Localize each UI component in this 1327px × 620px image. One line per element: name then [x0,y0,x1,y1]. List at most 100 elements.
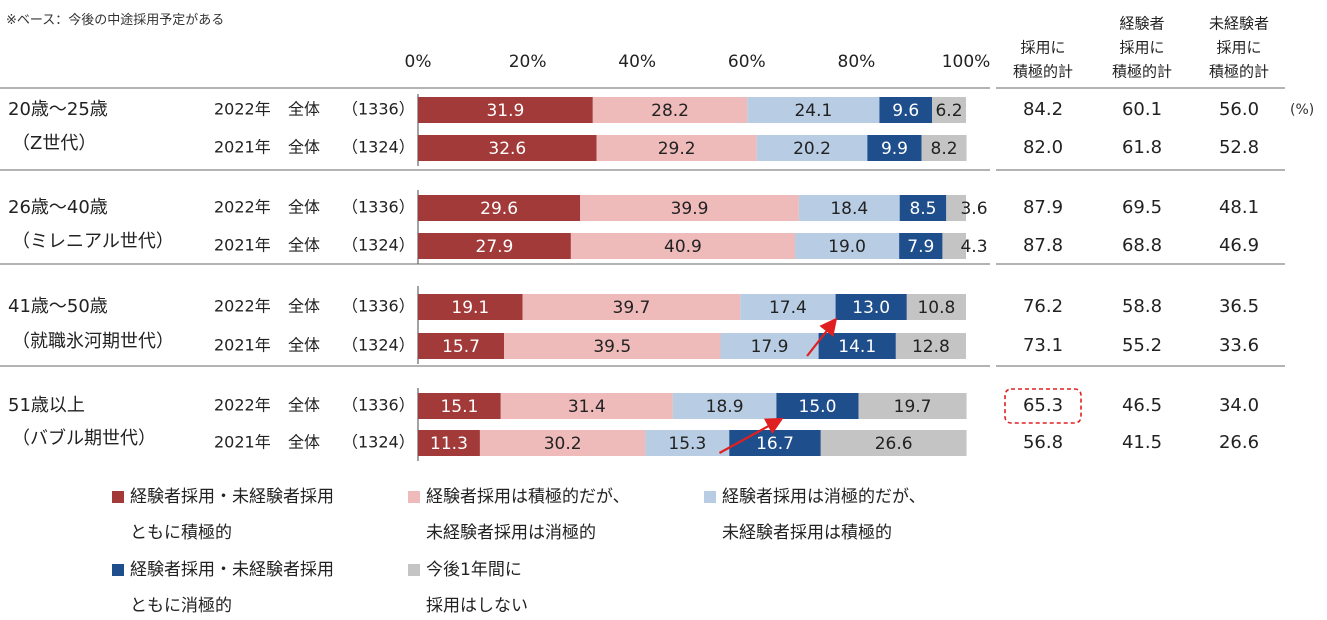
bar-value-label: 9.6 [892,101,919,121]
row-sample-size: （1324） [342,138,415,157]
summary-header-label: 積極的計 [1112,63,1172,81]
bar-segment [932,97,966,123]
bar-segment [942,233,966,259]
axis-tick-label: 60% [728,52,766,72]
bar-value-label: 30.2 [544,434,582,454]
summary-value: 26.6 [1219,432,1259,453]
summary-header-label: 採用に [1216,39,1261,57]
bar-segment [740,294,836,320]
row-scope-label: 全体 [288,138,320,157]
bar-segment [899,195,947,221]
bar-segment [858,393,967,419]
row-scope-label: 全体 [288,297,320,316]
axis-tick-label: 100% [942,52,991,72]
legend-swatch [112,564,124,576]
group-sublabel: （Z世代） [12,133,96,154]
bar-value-label: 19.1 [451,298,489,318]
bar-segment [580,195,799,221]
bar-segment [672,393,777,419]
bar-segment [570,233,796,259]
bar-value-label: 32.6 [488,139,526,159]
bar-value-label: 18.9 [706,397,744,417]
summary-value: 73.1 [1023,335,1063,356]
row-year-label: 2021年 [214,236,271,255]
bar-value-label: 6.2 [935,101,962,121]
row-year-label: 2022年 [214,396,271,415]
row-scope-label: 全体 [288,236,320,255]
summary-value: 82.0 [1023,137,1063,158]
row-scope-label: 全体 [288,396,320,415]
bar-value-label: 4.3 [960,237,987,257]
bar-value-label: 10.8 [917,298,955,318]
summary-value: 69.5 [1122,197,1162,218]
bar-value-label: 15.7 [442,337,480,357]
axis-tick-label: 20% [509,52,547,72]
summary-value: 76.2 [1023,296,1063,317]
bar-segment [500,393,673,419]
legend-label: 経験者採用は積極的だが、 [426,487,630,507]
summary-value: 46.9 [1219,235,1259,256]
bar-segment [756,135,868,161]
bar-segment [479,430,646,456]
summary-value: 36.5 [1219,296,1259,317]
bar-value-label: 19.0 [828,237,866,257]
summary-value: 68.8 [1122,235,1162,256]
axis-tick-label: 40% [618,52,656,72]
bar-value-label: 19.7 [894,397,932,417]
summary-value: 46.5 [1122,395,1162,416]
legend-label: 経験者採用・未経験者採用 [130,560,334,580]
bar-value-label: 40.9 [664,237,702,257]
row-scope-label: 全体 [288,336,320,355]
summary-value: 60.1 [1122,99,1162,120]
group-label: 41歳～50歳 [8,296,108,317]
bar-segment [921,135,967,161]
bar-value-label: 17.9 [751,337,789,357]
highlight-box [1004,388,1082,424]
bar-value-label: 26.6 [875,434,913,454]
legend-label: 経験者採用・未経験者採用 [130,487,334,507]
bar-value-label: 39.7 [613,298,651,318]
bar-segment [906,294,966,320]
bar-segment [820,430,967,456]
summary-value: 41.5 [1122,432,1162,453]
summary-value: 55.2 [1122,335,1162,356]
bar-segment [596,135,757,161]
group-sublabel: （就職氷河期世代） [12,331,174,352]
group-label: 51歳以上 [8,395,85,416]
group-sublabel: （ミレニアル世代） [12,231,174,252]
summary-header-label: 採用に [1119,39,1164,57]
bar-value-label: 11.3 [430,434,468,454]
bar-value-label: 17.4 [769,298,807,318]
row-scope-label: 全体 [288,100,320,119]
bar-value-label: 8.5 [909,199,936,219]
bar-segment [776,393,859,419]
summary-value: 58.8 [1122,296,1162,317]
axis-tick-label: 80% [838,52,876,72]
bar-value-label: 29.2 [658,139,696,159]
summary-header-label: 積極的計 [1013,63,1073,81]
bar-value-label: 14.1 [838,337,876,357]
bar-value-label: 27.9 [476,237,514,257]
legend-swatch [408,491,420,503]
row-year-label: 2021年 [214,433,271,452]
bar-segment [798,195,900,221]
summary-value: 56.8 [1023,432,1063,453]
percent-unit-label: (%) [1290,102,1314,118]
bar-value-label: 8.2 [931,139,958,159]
bar-segment [418,294,523,320]
bar-value-label: 15.0 [799,397,837,417]
row-sample-size: （1336） [342,297,415,316]
bar-value-label: 39.9 [671,199,709,219]
legend-label: 未経験者採用は消極的 [426,523,596,543]
bar-value-label: 20.2 [793,139,831,159]
bar-segment [818,333,896,359]
bar-value-label: 9.9 [881,139,908,159]
summary-header-label: 積極的計 [1209,63,1269,81]
bar-value-label: 16.7 [756,434,794,454]
row-year-label: 2022年 [214,100,271,119]
summary-header-label: 未経験者 [1209,15,1269,33]
bar-value-label: 3.6 [960,199,987,219]
legend-swatch [408,564,420,576]
bar-value-label: 39.5 [593,337,631,357]
summary-header-label: 採用に [1020,39,1065,57]
